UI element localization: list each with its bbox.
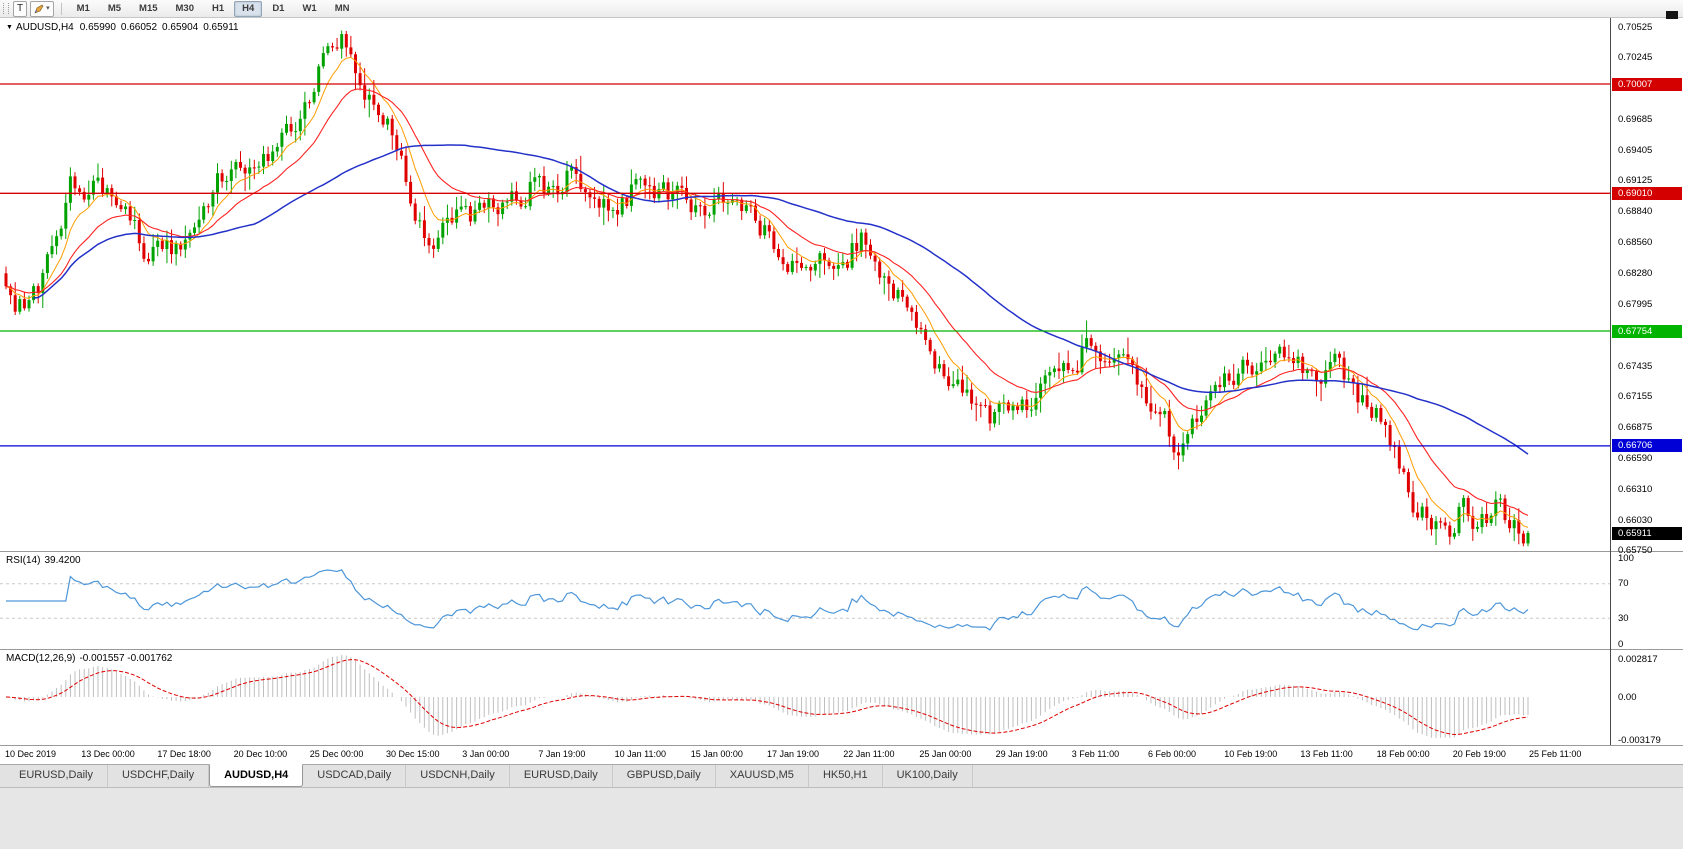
symbol-timeframe-label: AUDUSD,H4 — [15, 22, 74, 33]
timeframe-button[interactable]: D1 — [272, 2, 285, 14]
ohlc-high: 0.66052 — [120, 22, 158, 33]
chevron-down-icon: ▾ — [46, 4, 50, 12]
time-axis-label: 18 Feb 00:00 — [1376, 749, 1430, 759]
rsi-name: RSI(14) — [6, 555, 41, 566]
bottom-tab[interactable]: EURUSD,Daily — [5, 765, 108, 787]
macd-indicator-label: MACD(12,26,9) -0.001557 -0.001762 — [6, 653, 176, 664]
ohlc-open: 0.65990 — [79, 22, 116, 33]
pen-icon — [34, 4, 44, 14]
time-axis-label: 25 Dec 00:00 — [309, 749, 364, 759]
chart-title: ▼ AUDUSD,H4 0.65990 0.66052 0.65904 0.65911 — [6, 22, 244, 33]
price-tick-label: 0.69405 — [1618, 144, 1653, 156]
bottom-tab[interactable]: HK50,H1 — [809, 765, 883, 787]
bottom-tab[interactable]: USDCNH,Daily — [406, 765, 510, 787]
one-click-trading-arrow[interactable]: ▼ — [6, 24, 13, 31]
rsi-tick-label: 30 — [1618, 612, 1629, 624]
price-tick-label: 0.70245 — [1618, 52, 1653, 64]
time-axis-label: 7 Jan 19:00 — [538, 749, 586, 759]
price-level-badge: 0.66706 — [1612, 439, 1682, 453]
macd-tick-label: 0.00 — [1618, 691, 1637, 703]
bottom-tab[interactable]: USDCHF,Daily — [108, 765, 210, 787]
time-axis-label: 20 Dec 10:00 — [233, 749, 288, 759]
chart-canvas[interactable] — [0, 18, 1683, 764]
macd-name: MACD(12,26,9) — [6, 653, 76, 664]
time-axis-label: 30 Dec 15:00 — [386, 749, 440, 759]
price-tick-label: 0.69125 — [1618, 175, 1653, 187]
ohlc-close: 0.65911 — [203, 22, 239, 33]
chart-shift-marker[interactable] — [1666, 11, 1678, 19]
top-toolbar: T ▾ M1 M5 M15 M30 H1 H4 D1 W1 MN — [0, 0, 1683, 18]
time-axis-label: 25 Jan 00:00 — [919, 749, 972, 759]
bottom-tab[interactable]: USDCAD,Daily — [303, 765, 407, 787]
bottom-tab[interactable]: UK100,Daily — [883, 765, 973, 787]
rsi-tick-label: 70 — [1618, 578, 1629, 590]
templates-button-label: T — [17, 2, 24, 14]
rsi-tick-label: 0 — [1618, 638, 1624, 650]
price-tick-label: 0.68560 — [1618, 237, 1653, 249]
bottom-tab[interactable]: AUDUSD,H4 — [209, 764, 304, 787]
price-tick-label: 0.66875 — [1618, 421, 1653, 433]
macd-tick-label: 0.002817 — [1618, 653, 1658, 665]
price-tick-label: 0.67155 — [1618, 391, 1653, 403]
price-tick-label: 0.67995 — [1618, 299, 1653, 311]
timeframe-button[interactable]: M15 — [139, 2, 158, 14]
price-tick-label: 0.69685 — [1618, 113, 1653, 125]
toolbar-grip[interactable] — [3, 3, 9, 14]
rsi-indicator-label: RSI(14) 39.4200 — [6, 555, 85, 566]
time-axis-label: 13 Dec 00:00 — [81, 749, 135, 759]
bottom-tab[interactable]: EURUSD,Daily — [510, 765, 613, 787]
rsi-value: 39.4200 — [44, 555, 81, 566]
templates-button[interactable]: T — [13, 0, 28, 17]
time-axis-label: 10 Jan 11:00 — [614, 749, 666, 759]
chart-area[interactable]: ▼ AUDUSD,H4 0.65990 0.66052 0.65904 0.65911 R… — [0, 18, 1683, 764]
macd-values: -0.001557 -0.001762 — [79, 653, 173, 664]
price-tick-label: 0.66030 — [1618, 514, 1653, 526]
time-axis[interactable]: 10 Dec 2019 13 Dec 00:00 17 Dec 18:00 20 De… — [0, 745, 1610, 764]
price-axis[interactable]: 0.705250.702450.699650.696850.694050.691… — [1611, 18, 1683, 746]
price-tick-label: 0.70525 — [1618, 21, 1653, 33]
timeframe-button[interactable]: M1 — [76, 2, 90, 14]
toolbar-separator — [60, 2, 62, 15]
time-axis-label: 29 Jan 19:00 — [995, 749, 1048, 759]
price-tick-label: 0.65750 — [1618, 545, 1653, 557]
timeframe-button[interactable]: W1 — [302, 2, 317, 14]
price-tick-label: 0.66590 — [1618, 453, 1653, 465]
time-axis-label: 13 Feb 11:00 — [1300, 749, 1353, 759]
bottom-tab[interactable]: XAUUSD,M5 — [716, 765, 809, 787]
price-level-badge: 0.70007 — [1612, 77, 1682, 91]
price-level-badge: 0.69010 — [1612, 186, 1682, 200]
chart-tab-bar: EURUSD,Daily USDCHF,Daily AUDUSD,H4 USDC… — [0, 764, 1683, 788]
ohlc-low: 0.65904 — [162, 22, 199, 33]
timeframe-button[interactable]: M30 — [175, 2, 194, 14]
price-tick-label: 0.66310 — [1618, 483, 1653, 495]
price-level-badge: 0.65911 — [1612, 526, 1682, 540]
price-tick-label: 0.68840 — [1618, 206, 1653, 218]
timeframe-button[interactable]: MN — [334, 2, 350, 14]
price-level-badge: 0.67754 — [1612, 324, 1682, 338]
price-tick-label: 0.68280 — [1618, 267, 1653, 279]
time-axis-label: 25 Feb 11:00 — [1529, 749, 1582, 759]
time-axis-label: 10 Feb 19:00 — [1224, 749, 1278, 759]
bottom-tab[interactable]: GBPUSD,Daily — [613, 765, 716, 787]
time-axis-label: 20 Feb 19:00 — [1452, 749, 1506, 759]
time-axis-label: 3 Feb 11:00 — [1071, 749, 1120, 759]
time-axis-label: 17 Jan 19:00 — [767, 749, 820, 759]
time-axis-label: 17 Dec 18:00 — [157, 749, 211, 759]
macd-tick-label: -0.003179 — [1618, 734, 1661, 746]
timeframe-button[interactable]: H4 — [234, 0, 263, 17]
time-axis-label: 10 Dec 2019 — [5, 749, 57, 759]
timeframe-button[interactable]: H1 — [212, 2, 225, 14]
time-axis-label: 15 Jan 00:00 — [690, 749, 743, 759]
rsi-tick-label: 100 — [1618, 552, 1634, 564]
time-axis-label: 3 Jan 00:00 — [462, 749, 510, 759]
chart-colors-button[interactable]: ▾ — [30, 0, 54, 17]
time-axis-label: 6 Feb 00:00 — [1148, 749, 1197, 759]
price-tick-label: 0.67435 — [1618, 360, 1653, 372]
time-axis-label: 22 Jan 11:00 — [843, 749, 895, 759]
timeframe-button[interactable]: M5 — [107, 2, 122, 14]
